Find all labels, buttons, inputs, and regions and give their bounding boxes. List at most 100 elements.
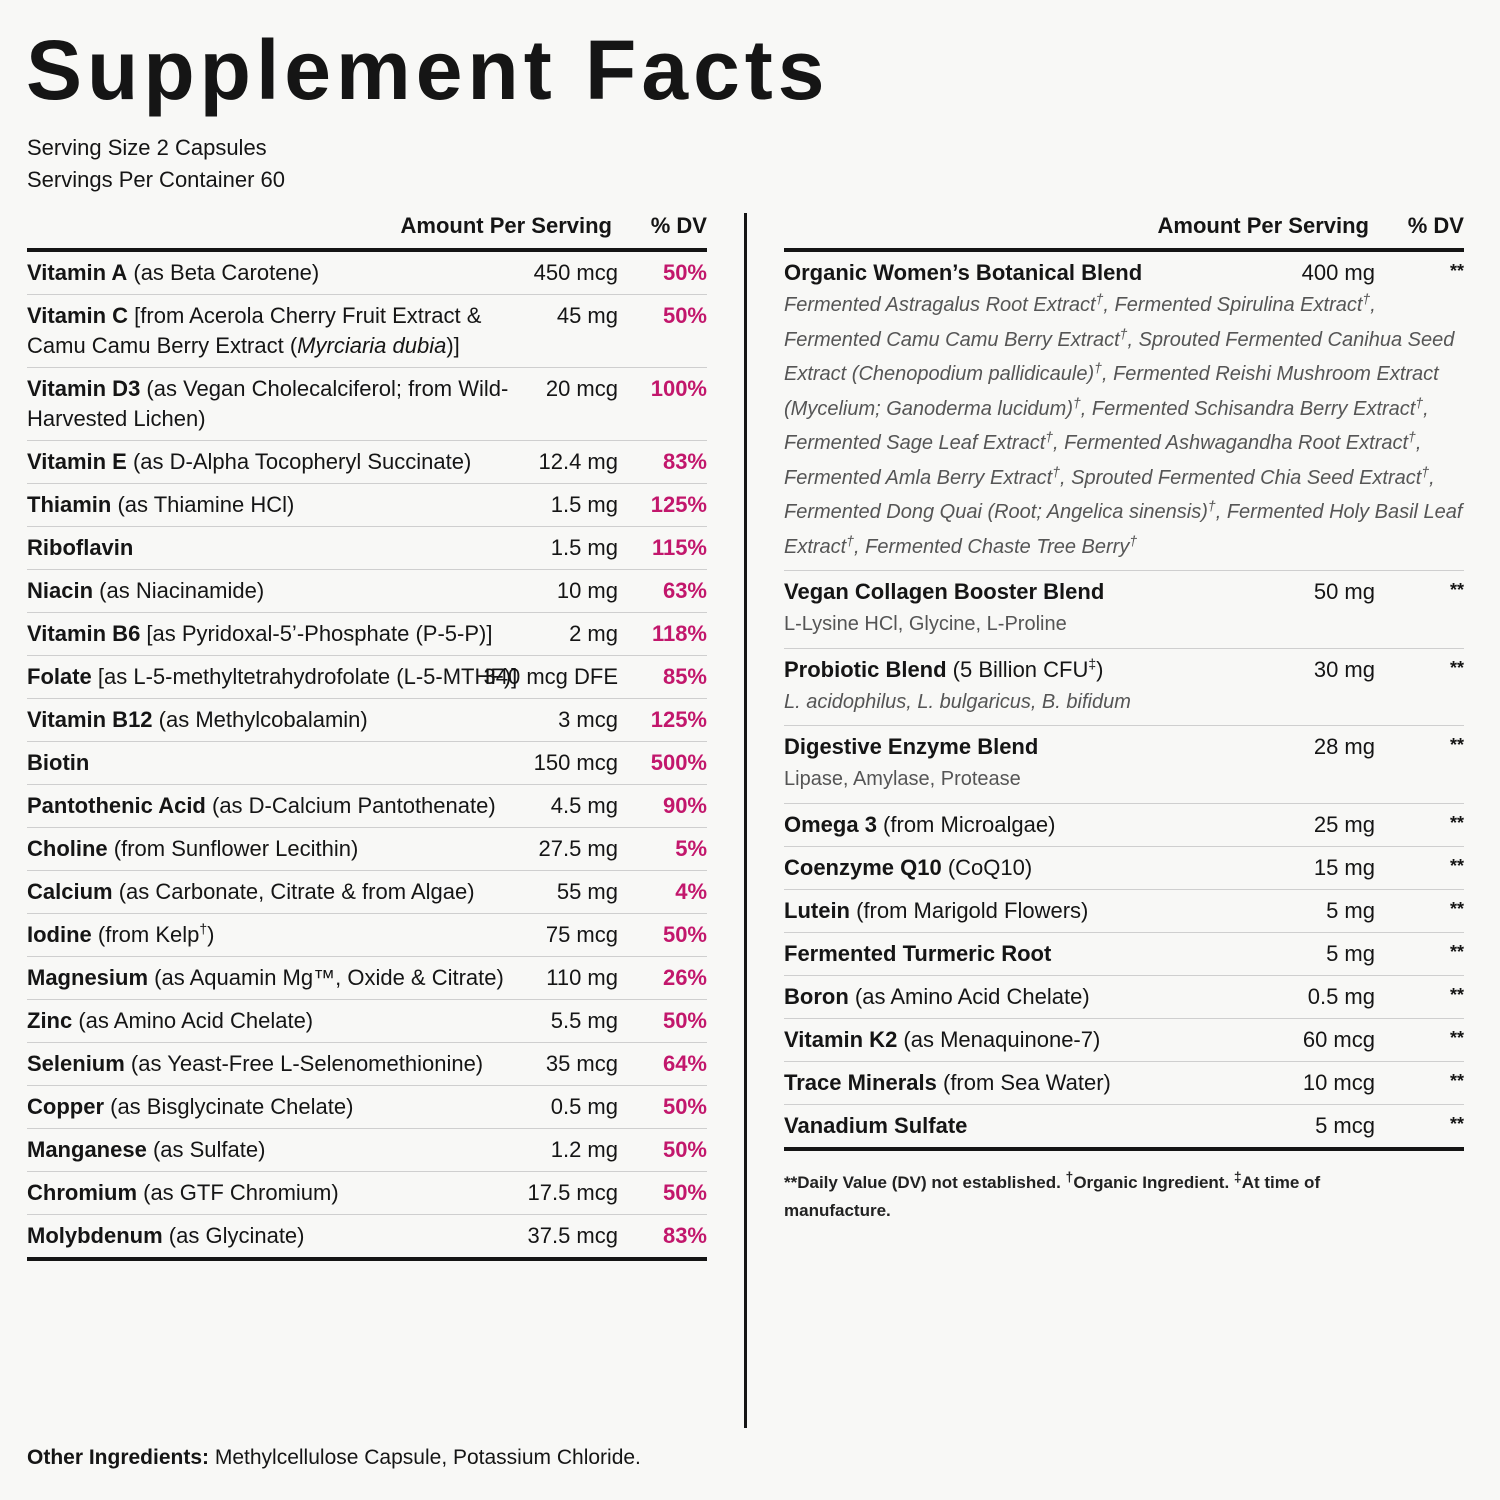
blend-ingredient: , Fermented Holy Basil Leaf Extract bbox=[784, 501, 1463, 558]
nutrient-name: Trace Minerals bbox=[784, 1069, 937, 1095]
amount-value: 17.5 mcg bbox=[527, 1180, 619, 1205]
amount-value: 400 mg bbox=[1301, 260, 1375, 285]
dv-value: 83% bbox=[662, 1223, 707, 1248]
dagger-symbol: † bbox=[1045, 428, 1054, 445]
blend-ingredient: , Sprouted Fermented Canihua Seed Extrac… bbox=[784, 328, 1455, 386]
table-row: Vanadium Sulfate 5 mcg ** bbox=[784, 1105, 1464, 1147]
dv-value: ** bbox=[1449, 812, 1464, 833]
blend-ingredient: , Fermented Camu Camu Berry Extract bbox=[784, 294, 1376, 351]
dv-value: 83% bbox=[662, 449, 707, 474]
blend-ingredients: L-Lysine HCl, Glycine, L-Proline bbox=[784, 613, 1067, 635]
table-row: Folate [as L-5-methyltetrahydrofolate (L… bbox=[27, 656, 707, 699]
dv-value: 5% bbox=[675, 836, 707, 861]
blend-ingredient: , Fermented Dong Quai (Root; Angelica si… bbox=[784, 466, 1435, 524]
dv-value: ** bbox=[1449, 984, 1464, 1005]
dv-value: 50% bbox=[662, 922, 707, 947]
nutrient-source-end: )] bbox=[446, 333, 460, 358]
nutrient-name: Manganese bbox=[27, 1137, 147, 1162]
nutrient-source: (as D-Calcium Pantothenate) bbox=[205, 793, 496, 818]
amount-value: 4.5 mg bbox=[550, 793, 618, 818]
nutrient-name: Niacin bbox=[27, 578, 94, 603]
nutrient-name-cell: Pantothenic Acid (as D-Calcium Pantothen… bbox=[27, 791, 532, 821]
nutrient-source: (CoQ10) bbox=[941, 854, 1033, 880]
page-title: Supplement Facts bbox=[26, 23, 830, 117]
nutrient-source: (as Beta Carotene) bbox=[127, 260, 320, 285]
table-row: Probiotic Blend (5 Billion CFU‡) 30 mg ** L… bbox=[784, 649, 1464, 726]
nutrient-source: (as Methylcobalamin) bbox=[152, 707, 368, 732]
nutrient-name: Chromium bbox=[27, 1180, 137, 1205]
amount-value: 0.5 mg bbox=[550, 1094, 618, 1119]
table-row: Coenzyme Q10 (CoQ10) 15 mg ** bbox=[784, 847, 1464, 890]
dagger-symbol: † bbox=[1408, 428, 1416, 445]
amount-header: Amount Per Serving bbox=[400, 213, 612, 238]
blend-ingredient: , Fermented Reishi Mushroom Extract (Myc… bbox=[784, 363, 1439, 420]
blend-ingredient: , Fermented Amla Berry Extract bbox=[784, 432, 1422, 489]
amount-header: Amount Per Serving bbox=[1157, 213, 1369, 238]
left-column: Amount Per Serving % DV Vitamin A (as Be… bbox=[27, 210, 707, 1261]
nutrient-source: [from Acerola Cherry Fruit Extract & Cam… bbox=[27, 303, 482, 358]
blend-ingredients: Fermented Astragalus Root Extract†, Ferm… bbox=[784, 288, 1464, 564]
nutrient-name-cell: Chromium (as GTF Chromium) bbox=[27, 1178, 532, 1208]
amount-value: 75 mcg bbox=[545, 922, 618, 947]
nutrient-source: (as Yeast-Free L-Selenomethionine) bbox=[124, 1051, 484, 1076]
amount-value: 340 mcg DFE bbox=[483, 664, 619, 689]
nutrient-source: (as Carbonate, Citrate & from Algae) bbox=[112, 879, 475, 904]
amount-value: 12.4 mg bbox=[538, 449, 619, 474]
dv-header: % DV bbox=[1407, 213, 1464, 238]
nutrient-source: (from Kelp bbox=[91, 922, 200, 947]
nutrient-name-cell: Thiamin (as Thiamine HCl) bbox=[27, 490, 532, 520]
amount-value: 37.5 mcg bbox=[527, 1223, 619, 1248]
nutrient-name-cell: Lutein (from Marigold Flowers) bbox=[784, 896, 1264, 926]
blend-ingredient: , Fermented Sage Leaf Extract bbox=[784, 397, 1429, 455]
table-row: Niacin (as Niacinamide) 10 mg 63% bbox=[27, 570, 707, 613]
nutrient-name-cell: Vitamin A (as Beta Carotene) bbox=[27, 258, 532, 288]
footnote-manufacture: At time of manufacture. bbox=[784, 1172, 1321, 1220]
amount-value: 5 mg bbox=[1326, 897, 1375, 923]
table-row: Boron (as Amino Acid Chelate) 0.5 mg ** bbox=[784, 976, 1464, 1019]
nutrient-source: (as Amino Acid Chelate) bbox=[72, 1008, 314, 1033]
nutrient-list: Vitamin A (as Beta Carotene) 450 mcg 50% Vi… bbox=[27, 252, 707, 1257]
amount-value: 1.5 mg bbox=[550, 535, 618, 560]
nutrient-name-cell: Riboflavin bbox=[27, 533, 532, 563]
other-ingredients-label: Other Ingredients: bbox=[27, 1446, 210, 1469]
amount-value: 450 mcg bbox=[533, 260, 618, 285]
dagger-symbol: † bbox=[1095, 290, 1104, 307]
dv-value: ** bbox=[1449, 580, 1464, 600]
nutrient-source: (from Sunflower Lecithin) bbox=[107, 836, 359, 861]
amount-value: 150 mcg bbox=[533, 750, 618, 775]
nutrient-name-cell: Selenium (as Yeast-Free L-Selenomethioni… bbox=[27, 1049, 532, 1079]
nutrient-name-cell: Vanadium Sulfate bbox=[784, 1111, 1264, 1141]
nutrient-name: Vitamin E bbox=[27, 449, 127, 474]
amount-value: 30 mg bbox=[1313, 656, 1375, 682]
dv-value: ** bbox=[1449, 1027, 1464, 1048]
table-row: Iodine (from Kelp†) 75 mcg 50% bbox=[27, 914, 707, 957]
table-row: Manganese (as Sulfate) 1.2 mg 50% bbox=[27, 1129, 707, 1172]
nutrient-name: Boron bbox=[784, 983, 849, 1009]
nutrient-name-cell: Iodine (from Kelp†) bbox=[27, 920, 532, 950]
nutrient-name-cell: Organic Women’s Botanical Blend bbox=[784, 258, 1254, 288]
dv-value: 26% bbox=[662, 965, 707, 990]
table-row: Riboflavin 1.5 mg 115% bbox=[27, 527, 707, 570]
nutrient-source: (as Amino Acid Chelate) bbox=[848, 983, 1090, 1009]
nutrient-source-end: ) bbox=[207, 922, 215, 947]
table-row: Vitamin E (as D-Alpha Tocopheryl Succina… bbox=[27, 441, 707, 484]
nutrient-name-cell: Molybdenum (as Glycinate) bbox=[27, 1221, 532, 1251]
dv-value: 85% bbox=[662, 664, 707, 689]
nutrient-name: Zinc bbox=[27, 1008, 73, 1033]
thick-rule bbox=[784, 1146, 1464, 1151]
amount-value: 45 mg bbox=[556, 303, 618, 328]
nutrient-name-cell: Vitamin E (as D-Alpha Tocopheryl Succina… bbox=[27, 447, 532, 477]
nutrient-name: Digestive Enzyme Blend bbox=[784, 734, 1039, 759]
table-row: Magnesium (as Aquamin Mg™, Oxide & Citra… bbox=[27, 957, 707, 1000]
nutrient-source: (from Sea Water) bbox=[936, 1069, 1111, 1095]
dagger-symbol: † bbox=[1129, 531, 1138, 548]
nutrient-name-cell: Folate [as L-5-methyltetrahydrofolate (L… bbox=[27, 662, 532, 692]
nutrient-name-cell: Vitamin D3 (as Vegan Cholecalciferol; fr… bbox=[27, 374, 532, 434]
table-row: Chromium (as GTF Chromium) 17.5 mcg 50% bbox=[27, 1172, 707, 1215]
table-header: Amount Per Serving % DV bbox=[784, 210, 1464, 248]
serving-size: Serving Size 2 Capsules bbox=[27, 135, 267, 160]
blend-ingredient: Fermented Astragalus Root Extract bbox=[784, 294, 1096, 316]
nutrient-name: Probiotic Blend bbox=[784, 656, 947, 682]
nutrient-name-cell: Boron (as Amino Acid Chelate) bbox=[784, 982, 1264, 1012]
dv-value: 50% bbox=[662, 1137, 707, 1162]
